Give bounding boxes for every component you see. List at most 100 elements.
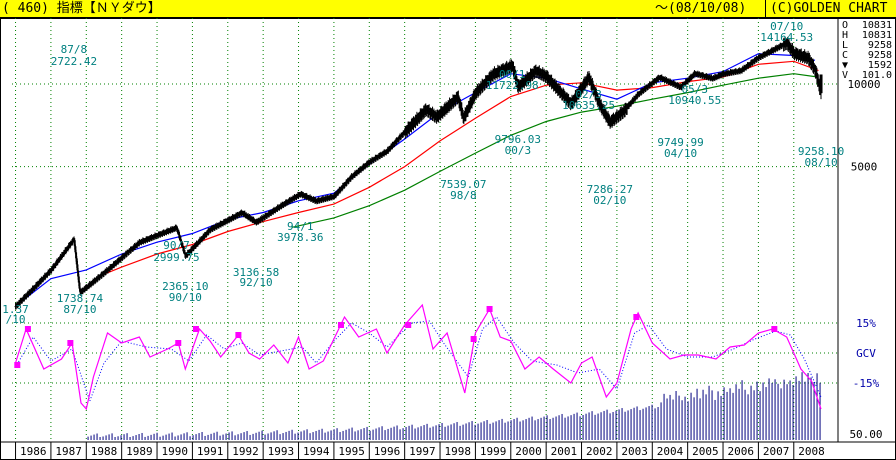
price-body <box>451 101 454 103</box>
price-body <box>388 147 391 149</box>
price-body <box>625 107 628 109</box>
price-body <box>407 127 410 129</box>
price-body <box>30 290 33 292</box>
price-body <box>85 286 88 288</box>
price-body <box>485 80 488 82</box>
price-body <box>634 96 637 98</box>
price-body <box>337 190 340 192</box>
price-annotation: 05/3 <box>681 83 708 96</box>
price-body <box>598 103 601 105</box>
price-body <box>685 80 688 82</box>
price-body <box>439 113 442 115</box>
price-body <box>692 74 695 76</box>
price-body <box>63 251 66 253</box>
ohlc-value: 101.0 <box>862 70 892 81</box>
price-body <box>526 77 529 79</box>
price-body <box>38 281 41 283</box>
price-body <box>545 75 548 77</box>
price-body <box>628 103 631 105</box>
price-body <box>555 86 558 88</box>
price-body <box>632 99 635 101</box>
price-body <box>689 77 692 79</box>
price-body <box>175 227 178 229</box>
price-body <box>743 67 746 69</box>
price-body <box>136 243 139 245</box>
price-body <box>356 172 359 174</box>
price-body <box>576 93 579 95</box>
price-body <box>179 237 182 240</box>
price-body <box>28 291 31 293</box>
price-body <box>605 115 608 117</box>
price-body <box>185 254 188 256</box>
price-body <box>458 99 461 102</box>
price-body <box>128 250 131 252</box>
x-tick-label: 1991 <box>197 445 224 458</box>
price-body <box>131 248 134 250</box>
oscillator-signal-line <box>15 316 822 403</box>
price-body <box>53 265 56 267</box>
price-body <box>203 235 206 237</box>
price-body <box>366 163 369 165</box>
price-body <box>43 276 46 278</box>
price-body <box>415 118 418 120</box>
price-body <box>45 274 48 276</box>
ohlc-value: 9258 <box>868 40 892 51</box>
oscillator-marker <box>235 332 242 338</box>
price-body <box>191 248 194 250</box>
x-tick-label: 1988 <box>91 445 118 458</box>
price-tick-label: 10000 <box>847 78 880 91</box>
price-body <box>655 79 658 81</box>
price-body <box>807 57 810 59</box>
price-body <box>341 187 344 189</box>
price-body <box>531 73 534 75</box>
price-body <box>579 89 582 91</box>
price-body <box>409 125 412 127</box>
price-body <box>336 192 339 194</box>
price-body <box>491 74 494 76</box>
price-body <box>105 271 108 273</box>
price-body <box>687 79 690 81</box>
price-body <box>388 148 391 150</box>
price-body <box>420 113 423 115</box>
price-body <box>690 76 693 78</box>
price-body <box>436 115 439 117</box>
price-body <box>64 249 67 251</box>
price-body <box>416 117 419 119</box>
price-body <box>353 174 356 176</box>
price-body <box>137 242 140 244</box>
price-body <box>398 137 401 139</box>
price-body <box>470 101 473 103</box>
price-body <box>622 110 625 112</box>
price-body <box>91 282 94 284</box>
price-body <box>202 236 205 238</box>
price-body <box>414 120 417 122</box>
price-body <box>684 82 687 84</box>
price-body <box>585 80 588 82</box>
price-body <box>343 184 346 186</box>
price-body <box>483 83 486 85</box>
price-annotation: 00/1 <box>499 68 526 81</box>
price-body <box>590 82 593 85</box>
price-body <box>468 105 471 107</box>
copyright: (C)GOLDEN CHART <box>765 0 887 18</box>
price-body <box>182 247 185 251</box>
price-body <box>593 89 596 92</box>
price-body <box>363 165 366 167</box>
price-body <box>741 69 744 71</box>
price-body <box>487 78 490 80</box>
price-annotation: 7539.07 <box>440 178 486 191</box>
price-annotation: 90/7 <box>163 239 190 252</box>
price-body <box>419 115 422 117</box>
price-body <box>200 238 203 240</box>
price-body <box>596 96 599 99</box>
price-body <box>440 112 443 114</box>
price-body <box>356 171 359 173</box>
price-body <box>553 84 556 86</box>
price-body <box>135 244 138 246</box>
price-body <box>194 245 197 247</box>
price-body <box>468 103 471 106</box>
oscillator-marker <box>192 326 199 332</box>
price-body <box>745 65 748 67</box>
price-body <box>598 101 601 104</box>
price-body <box>639 91 642 93</box>
